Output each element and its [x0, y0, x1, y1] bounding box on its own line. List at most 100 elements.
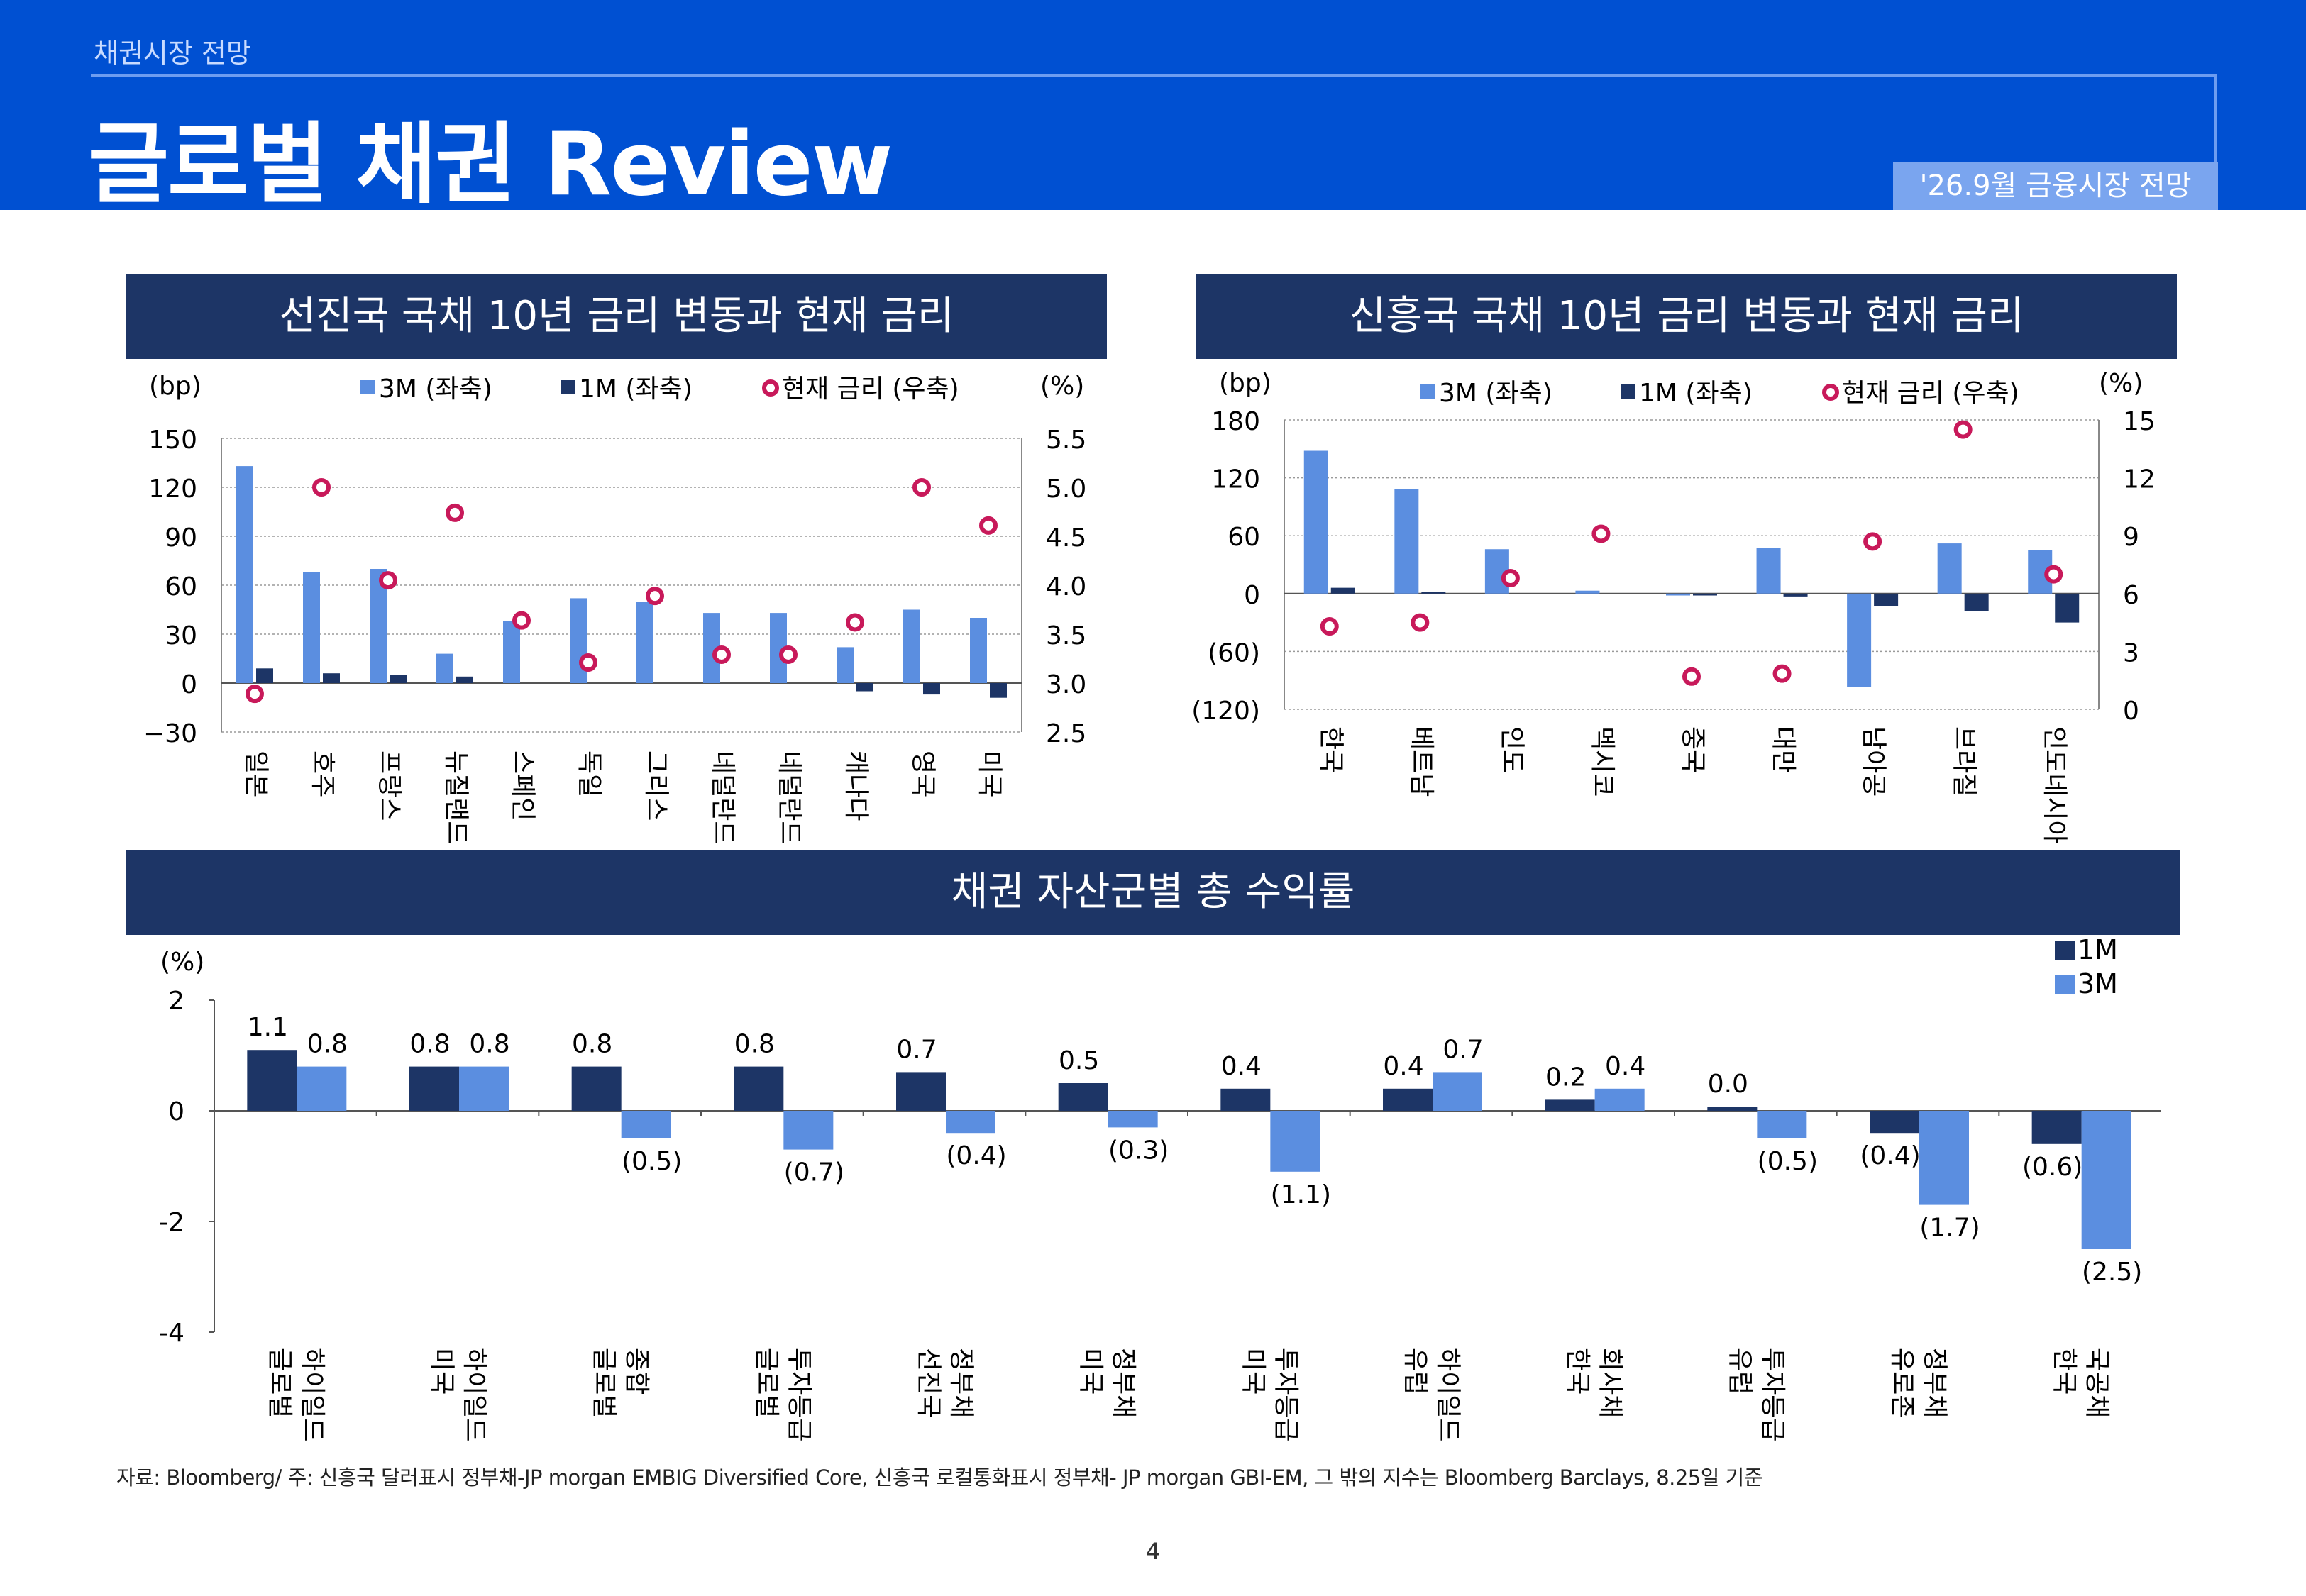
- developed-legend-1m-swatch: [561, 380, 575, 394]
- developed-left-tick: 120: [148, 475, 197, 504]
- returns-label-3m: (1.1): [1271, 1180, 1331, 1209]
- returns-bar-1m: [247, 1050, 297, 1111]
- returns-bar-3m: [459, 1066, 509, 1111]
- page-title: 글로벌 채권 Review: [88, 113, 893, 216]
- emerging-bar-1m: [2055, 593, 2080, 623]
- returns-y-tick: -4: [159, 1319, 184, 1348]
- developed-category-label: 캐나다: [842, 750, 871, 821]
- emerging-bar-3m: [1666, 593, 1690, 596]
- returns-category-label-line1: 한국: [1563, 1348, 1592, 1395]
- emerging-legend-rate: 현재 금리 (우축): [1842, 379, 2019, 408]
- developed-bar-1m: [390, 675, 407, 683]
- developed-bar-3m: [436, 653, 453, 683]
- returns-bar-1m: [571, 1066, 622, 1111]
- emerging-category-label: 남아공: [1859, 726, 1888, 797]
- returns-label-3m: (2.5): [2082, 1258, 2142, 1287]
- returns-bar-1m: [1058, 1083, 1108, 1111]
- returns-category-label-line1: 미국: [1076, 1348, 1105, 1395]
- returns-bar-1m: [1383, 1088, 1433, 1111]
- returns-category-label-line1: 유럽: [1725, 1348, 1754, 1395]
- developed-bar-3m: [236, 466, 253, 683]
- returns-label-1m: (0.6): [2022, 1153, 2082, 1182]
- developed-right-tick: 2.5: [1046, 719, 1086, 748]
- developed-bar-3m: [903, 609, 920, 683]
- emerging-category-label: 인도: [1497, 726, 1526, 773]
- emerging-rate-marker: [2044, 565, 2063, 584]
- returns-category-label-line2: 국공채: [2082, 1348, 2112, 1418]
- developed-category-label: 네덜란드: [708, 750, 737, 844]
- returns-label-1m: 0.8: [734, 1030, 775, 1059]
- developed-legend-rate-marker: [762, 379, 779, 397]
- emerging-bar-3m: [1937, 543, 1962, 594]
- emerging-bar-3m: [1394, 489, 1419, 594]
- developed-bar-1m: [923, 683, 940, 695]
- returns-label-3m: (0.5): [1758, 1147, 1818, 1176]
- developed-right-tick: 5.0: [1046, 475, 1086, 504]
- emerging-left-tick: 0: [1244, 581, 1260, 610]
- developed-right-unit: (%): [1040, 372, 1084, 401]
- returns-category-label-line1: 한국: [2050, 1348, 2079, 1395]
- emerging-rate-marker: [1863, 532, 1882, 551]
- developed-left-tick: 0: [181, 670, 197, 699]
- emerging-rate-marker: [1591, 524, 1611, 543]
- returns-label-1m: 1.1: [248, 1013, 288, 1042]
- returns-bar-3m: [946, 1111, 995, 1134]
- returns-category-label-line2: 종합: [622, 1348, 651, 1395]
- returns-bar-3m: [297, 1066, 347, 1111]
- returns-label-3m: 0.4: [1605, 1052, 1645, 1081]
- returns-label-1m: 0.8: [409, 1030, 450, 1059]
- developed-category-label: 프랑스: [375, 750, 404, 821]
- developed-category-label: 영국: [908, 750, 937, 797]
- returns-bar-3m: [1433, 1072, 1482, 1111]
- returns-bar-3m: [1108, 1111, 1158, 1128]
- returns-bar-1m: [734, 1066, 784, 1111]
- returns-category-label-line1: 미국: [1238, 1348, 1267, 1395]
- developed-right-tick: 5.5: [1046, 426, 1086, 455]
- developed-bar-1m: [256, 668, 273, 683]
- returns-y-tick: 0: [168, 1097, 184, 1126]
- developed-rate-marker: [379, 571, 397, 590]
- returns-label-3m: 0.7: [1442, 1035, 1483, 1064]
- emerging-bar-1m: [1693, 593, 1717, 596]
- emerging-left-tick: 60: [1228, 523, 1260, 552]
- header-divider-right: [2214, 74, 2217, 166]
- emerging-bar-1m: [1964, 593, 1989, 611]
- returns-category-label-line1: 미국: [427, 1348, 456, 1395]
- returns-label-3m: (1.7): [1919, 1214, 1980, 1243]
- returns-category-label-line1: 글로벌: [590, 1348, 619, 1418]
- returns-legend-1m-swatch: [2055, 941, 2075, 960]
- returns-bar-1m: [896, 1072, 946, 1111]
- developed-legend-1m: 1M (좌축): [579, 375, 693, 404]
- returns-label-3m: 0.8: [469, 1030, 509, 1059]
- returns-category-label-line2: 하이일드: [297, 1348, 326, 1441]
- emerging-rate-marker: [1411, 613, 1430, 632]
- emerging-legend-rate-marker: [1822, 384, 1839, 401]
- emerging-rate-marker: [1501, 569, 1520, 588]
- returns-bar-1m: [2031, 1111, 2082, 1144]
- returns-bar-3m: [1270, 1111, 1320, 1172]
- section-label: 채권시장 전망: [94, 38, 251, 69]
- developed-category-label: 미국: [975, 750, 1004, 797]
- returns-legend-1m: 1M: [2078, 934, 2118, 965]
- returns-bar-1m: [1870, 1111, 1919, 1134]
- returns-label-1m: 0.4: [1383, 1052, 1423, 1081]
- emerging-bar-3m: [1756, 548, 1781, 594]
- returns-unit: (%): [160, 948, 204, 977]
- returns-label-1m: 0.7: [896, 1035, 937, 1064]
- developed-left-tick: 60: [165, 572, 197, 602]
- emerging-right-tick: 12: [2123, 465, 2156, 494]
- emerging-category-label: 인도네시아: [2040, 726, 2069, 844]
- returns-label-3m: (0.4): [946, 1141, 1006, 1170]
- emerging-left-tick: (60): [1208, 638, 1260, 667]
- emerging-right-unit: (%): [2099, 369, 2143, 398]
- returns-bar-3m: [1594, 1088, 1645, 1111]
- emerging-rate-marker: [1772, 664, 1792, 683]
- emerging-category-label: 멕시코: [1587, 726, 1616, 797]
- developed-right-tick: 4.5: [1046, 523, 1086, 553]
- returns-legend-3m: 3M: [2078, 968, 2118, 999]
- developed-rate-marker: [979, 516, 998, 535]
- page-number: 4: [1145, 1538, 1161, 1565]
- emerging-rate-marker: [1320, 617, 1339, 636]
- emerging-right-tick: 9: [2123, 523, 2139, 552]
